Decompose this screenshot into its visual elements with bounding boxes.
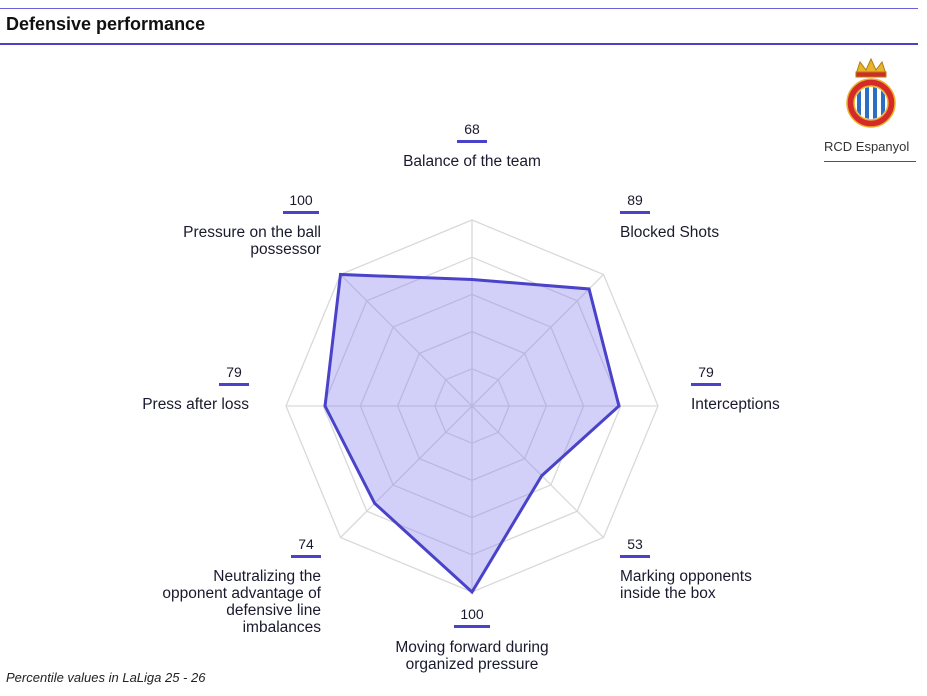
top-rule: [0, 8, 918, 9]
axis-label-line: Blocked Shots: [620, 224, 719, 241]
axis-label: Balance of the team: [403, 153, 541, 170]
value-label: 79: [226, 364, 242, 380]
value-underline: [620, 211, 650, 214]
axis-label-line: defensive line: [226, 602, 321, 619]
axis-label-line: Marking opponents: [620, 568, 752, 585]
title-rule: [0, 43, 918, 45]
value-underline: [283, 211, 319, 214]
team-name: RCD Espanyol: [824, 139, 910, 154]
grid-spoke: [340, 274, 473, 407]
value-label: 89: [627, 192, 643, 208]
grid-spoke: [471, 405, 604, 538]
axis-label: Neutralizing the opponent advantage of def…: [162, 568, 321, 636]
axis-label-line: imbalances: [243, 619, 322, 636]
grid-spoke: [340, 405, 473, 538]
value-underline: [457, 140, 487, 143]
axis-label-line: Neutralizing the: [213, 568, 321, 585]
rcd-espanyol-crest-icon: [846, 57, 896, 128]
axis-label-line: opponent advantage of: [162, 585, 321, 602]
axis-label-line: organized pressure: [406, 656, 539, 673]
page-title: Defensive performance: [6, 14, 206, 34]
value-underline: [291, 555, 321, 558]
value-label: 100: [289, 192, 313, 208]
axis-label-line: Interceptions: [691, 396, 780, 413]
axis-label: Pressure on the ball possessor: [183, 224, 321, 258]
value-label: 53: [627, 536, 643, 552]
axis-label-line: Press after loss: [142, 396, 249, 413]
axis-label-line: inside the box: [620, 585, 716, 602]
axis-label-line: Balance of the team: [403, 153, 541, 170]
series-area: [323, 272, 621, 595]
value-label: 100: [460, 606, 484, 622]
value-underline: [219, 383, 249, 386]
axis-label-line: possessor: [250, 241, 321, 258]
team-rule: [824, 161, 916, 162]
footnote: Percentile values in LaLiga 25 - 26: [6, 670, 206, 685]
axis-label-line: Moving forward during: [395, 639, 548, 656]
value-label: 68: [464, 121, 480, 137]
axis-label: Moving forward during organized pressure: [395, 639, 548, 673]
value-label: 74: [298, 536, 314, 552]
axis-label-line: Pressure on the ball: [183, 224, 321, 241]
axis-label: Marking opponents inside the box: [620, 568, 752, 602]
value-underline: [691, 383, 721, 386]
value-label: 79: [698, 364, 714, 380]
grid-spoke: [471, 274, 604, 407]
value-underline: [454, 625, 490, 628]
axis-label: Press after loss: [142, 396, 249, 413]
axis-label: Blocked Shots: [620, 224, 719, 241]
value-underline: [620, 555, 650, 558]
axis-label: Interceptions: [691, 396, 780, 413]
